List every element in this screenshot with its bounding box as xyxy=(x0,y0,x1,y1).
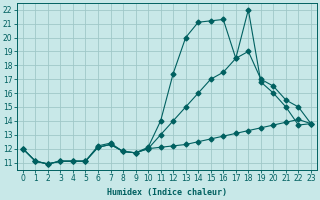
X-axis label: Humidex (Indice chaleur): Humidex (Indice chaleur) xyxy=(107,188,227,197)
